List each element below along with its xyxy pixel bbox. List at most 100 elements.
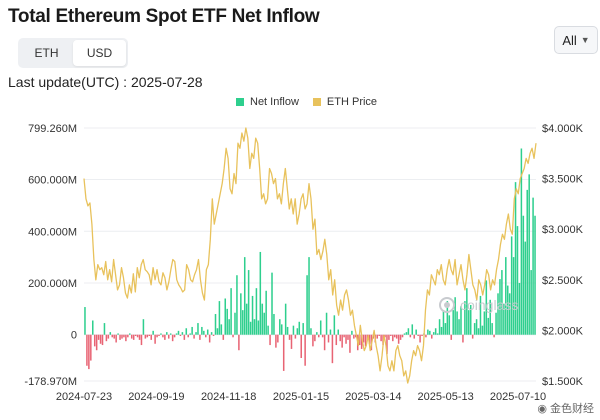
inflow-bar[interactable]: [140, 334, 143, 346]
inflow-bar[interactable]: [164, 334, 166, 340]
inflow-bar[interactable]: [401, 334, 404, 338]
inflow-bar[interactable]: [117, 333, 119, 335]
inflow-bar[interactable]: [393, 334, 396, 338]
toggle-usd[interactable]: USD: [73, 40, 126, 66]
inflow-bar[interactable]: [339, 334, 341, 342]
inflow-bar[interactable]: [388, 334, 390, 340]
inflow-bar[interactable]: [526, 189, 528, 335]
inflow-bar[interactable]: [86, 334, 88, 366]
inflow-bar[interactable]: [364, 334, 367, 347]
inflow-bar[interactable]: [179, 334, 182, 336]
inflow-bar[interactable]: [335, 334, 338, 346]
inflow-bar[interactable]: [138, 334, 141, 340]
inflow-bar[interactable]: [497, 293, 499, 335]
inflow-bar[interactable]: [524, 241, 527, 335]
inflow-bar[interactable]: [331, 334, 334, 364]
inflow-bar[interactable]: [425, 334, 427, 338]
inflow-bar[interactable]: [327, 334, 330, 343]
inflow-bar[interactable]: [267, 325, 269, 335]
inflow-bar[interactable]: [288, 334, 291, 340]
inflow-bar[interactable]: [123, 334, 125, 338]
inflow-bar[interactable]: [325, 312, 328, 335]
inflow-bar[interactable]: [222, 334, 225, 340]
inflow-bar[interactable]: [208, 334, 211, 343]
inflow-bar[interactable]: [448, 315, 451, 335]
inflow-bar[interactable]: [323, 334, 326, 351]
inflow-bar[interactable]: [146, 334, 149, 338]
inflow-bar[interactable]: [479, 295, 482, 335]
inflow-bar[interactable]: [228, 319, 230, 335]
inflow-bar[interactable]: [129, 333, 131, 335]
inflow-bar[interactable]: [360, 334, 363, 349]
inflow-bar[interactable]: [101, 334, 104, 346]
inflow-bar[interactable]: [355, 334, 357, 338]
inflow-bar[interactable]: [259, 251, 262, 335]
inflow-bar[interactable]: [115, 334, 117, 343]
inflow-bar[interactable]: [452, 310, 454, 335]
inflow-bar[interactable]: [316, 332, 318, 335]
inflow-bar[interactable]: [167, 334, 170, 339]
inflow-bar[interactable]: [103, 323, 106, 335]
inflow-bar[interactable]: [279, 319, 281, 335]
inflow-bar[interactable]: [193, 334, 195, 339]
inflow-bar[interactable]: [405, 332, 408, 335]
inflow-bar[interactable]: [532, 197, 534, 335]
inflow-bar[interactable]: [271, 272, 273, 335]
inflow-bar[interactable]: [199, 334, 201, 340]
inflow-bar[interactable]: [142, 319, 145, 335]
inflow-bar[interactable]: [183, 334, 186, 340]
inflow-bar[interactable]: [319, 320, 322, 335]
inflow-bar[interactable]: [508, 293, 511, 335]
inflow-bar[interactable]: [506, 285, 509, 335]
inflow-bar[interactable]: [528, 174, 530, 335]
inflow-bar[interactable]: [249, 321, 252, 335]
inflow-bar[interactable]: [111, 334, 114, 338]
inflow-bar[interactable]: [347, 334, 349, 340]
inflow-bar[interactable]: [312, 334, 314, 347]
inflow-bar[interactable]: [275, 334, 277, 348]
inflow-bar[interactable]: [302, 323, 304, 335]
inflow-bar[interactable]: [485, 280, 488, 335]
inflow-bar[interactable]: [376, 334, 378, 339]
inflow-bar[interactable]: [442, 310, 445, 335]
inflow-bar[interactable]: [438, 319, 441, 335]
inflow-bar[interactable]: [257, 320, 260, 335]
inflow-bar[interactable]: [368, 334, 371, 344]
inflow-bar[interactable]: [522, 215, 525, 335]
inflow-bar[interactable]: [173, 334, 176, 338]
inflow-bar[interactable]: [242, 310, 244, 335]
inflow-bar[interactable]: [247, 270, 250, 335]
inflow-bar[interactable]: [495, 312, 497, 335]
inflow-bar[interactable]: [384, 334, 386, 338]
inflow-bar[interactable]: [201, 326, 203, 335]
inflow-bar[interactable]: [483, 311, 486, 335]
inflow-bar[interactable]: [306, 275, 308, 335]
inflow-bar[interactable]: [450, 334, 453, 340]
inflow-bar[interactable]: [224, 298, 227, 335]
inflow-bar[interactable]: [431, 334, 433, 339]
inflow-bar[interactable]: [345, 334, 347, 344]
inflow-bar[interactable]: [333, 315, 336, 335]
inflow-bar[interactable]: [212, 334, 215, 336]
inflow-bar[interactable]: [284, 303, 287, 335]
inflow-bar[interactable]: [468, 310, 470, 335]
inflow-bar[interactable]: [191, 326, 193, 335]
inflow-bar[interactable]: [395, 334, 398, 339]
inflow-bar[interactable]: [187, 334, 189, 338]
toggle-eth[interactable]: ETH: [34, 46, 59, 60]
inflow-bar[interactable]: [158, 334, 160, 336]
inflow-bar[interactable]: [277, 334, 279, 343]
inflow-bar[interactable]: [253, 319, 256, 335]
inflow-bar[interactable]: [386, 334, 388, 355]
inflow-bar[interactable]: [234, 312, 236, 335]
inflow-bar[interactable]: [243, 257, 246, 335]
inflow-bar[interactable]: [489, 299, 491, 335]
inflow-bar[interactable]: [300, 334, 302, 358]
inflow-bar[interactable]: [505, 257, 507, 335]
inflow-bar[interactable]: [310, 328, 312, 335]
inflow-bar[interactable]: [510, 236, 513, 335]
inflow-bar[interactable]: [162, 334, 164, 338]
inflow-bar[interactable]: [429, 330, 431, 335]
inflow-bar[interactable]: [206, 329, 209, 335]
inflow-bar[interactable]: [169, 333, 172, 335]
